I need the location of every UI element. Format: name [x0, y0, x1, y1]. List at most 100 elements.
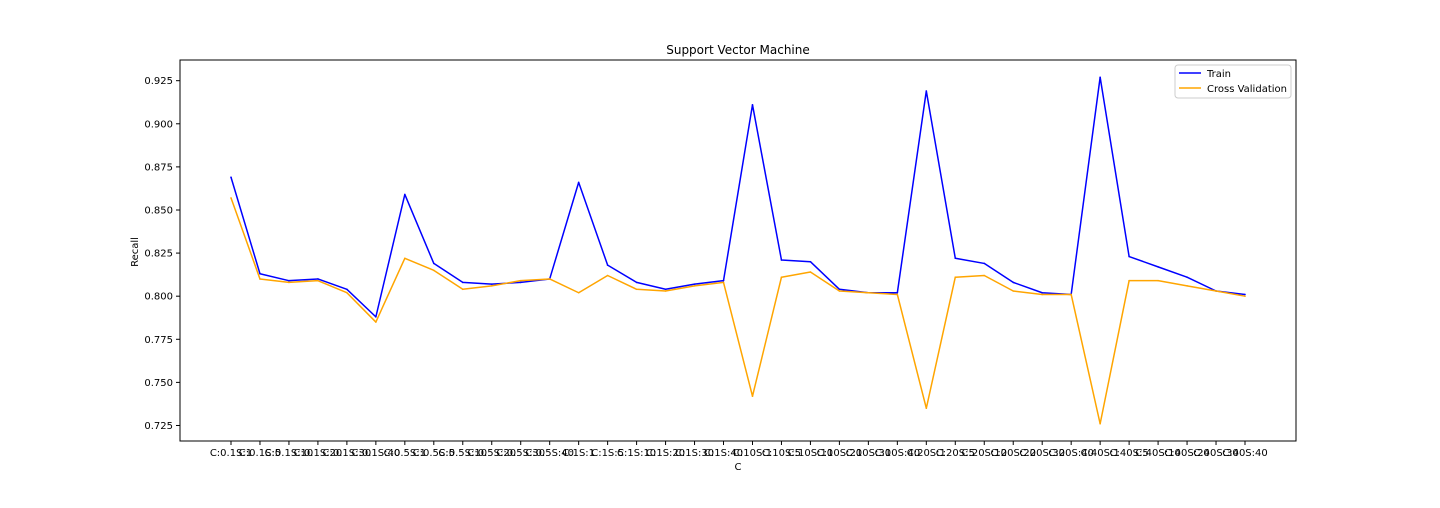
y-tick-label: 0.875 [144, 162, 173, 173]
data-point-train [375, 316, 377, 318]
x-tick-label: C:0.1S:10 [265, 448, 314, 459]
x-tick-label: C:0.5S:40 [525, 448, 574, 459]
data-point-cross-validation [751, 395, 754, 397]
data-point-train [664, 288, 667, 291]
data-point-train [925, 90, 928, 92]
x-tick-label: C:40S:5 [1110, 448, 1149, 459]
x-tick-label: C:20S:10 [961, 448, 1007, 459]
data-point-cross-validation [230, 197, 232, 199]
data-point-train [404, 193, 406, 196]
x-tick-label: C:0.1S:40 [352, 448, 401, 459]
data-point-train [606, 264, 609, 266]
data-point-train [577, 181, 580, 184]
x-tick-label: C:20S:40 [1048, 448, 1094, 459]
x-tick-label: C:1S:1 [562, 448, 595, 459]
series-line-cross-validation [230, 197, 1246, 425]
data-point-train [288, 279, 290, 282]
y-tick-label: 0.725 [144, 421, 173, 432]
data-point-train [1099, 76, 1101, 79]
data-point-cross-validation [259, 278, 261, 280]
data-point-train [635, 281, 638, 284]
series-lines [230, 76, 1246, 425]
x-axis-ticks: C:0.1S:1C:0.1S:5C:0.1S:10C:0.1S:20C:0.1S… [210, 441, 1268, 459]
data-point-cross-validation [606, 274, 609, 277]
x-tick-label: C:40S:40 [1222, 448, 1268, 459]
data-point-cross-validation [346, 291, 348, 294]
data-point-cross-validation [1128, 279, 1130, 282]
data-point-cross-validation [433, 269, 435, 272]
data-point-cross-validation [954, 276, 957, 279]
y-tick-label: 0.900 [144, 119, 173, 130]
legend-label-cross-validation: Cross Validation [1207, 84, 1287, 95]
x-tick-label: C:0.1S:1 [210, 448, 252, 459]
x-tick-label: C:0.1S:30 [323, 448, 372, 459]
x-tick-label: C:0.5S:1 [384, 448, 426, 459]
data-point-train [230, 176, 232, 179]
data-point-cross-validation [722, 281, 725, 284]
data-point-train [751, 104, 754, 106]
data-point-cross-validation [288, 281, 290, 284]
data-point-train [838, 288, 841, 291]
x-tick-label: C:0.5S:5 [413, 448, 455, 459]
data-point-train [954, 257, 957, 260]
x-tick-label: C:1S:40 [704, 448, 743, 459]
data-point-cross-validation [548, 278, 551, 280]
data-point-train [259, 272, 261, 275]
x-tick-label: C:40S:20 [1164, 448, 1210, 459]
data-point-cross-validation [896, 293, 899, 296]
x-tick-label: C:1S:5 [591, 448, 624, 459]
x-tick-label: C:10S:30 [846, 448, 892, 459]
data-point-train [896, 291, 899, 294]
data-point-cross-validation [1215, 290, 1217, 292]
x-tick-label: C:10S:20 [817, 448, 863, 459]
data-point-cross-validation [1244, 295, 1246, 297]
x-tick-label: C:20S:1 [907, 448, 946, 459]
x-tick-label: C:1S:30 [675, 448, 714, 459]
data-point-cross-validation [519, 279, 522, 282]
data-point-train [722, 279, 725, 282]
data-point-train [1041, 291, 1043, 294]
data-point-train [1186, 276, 1188, 279]
x-tick-label: C:0.5S:20 [467, 448, 516, 459]
data-point-train [433, 262, 435, 265]
legend-box [1174, 64, 1292, 99]
data-point-cross-validation [461, 288, 464, 291]
data-point-cross-validation [1070, 293, 1072, 296]
y-axis-ticks: 0.725 0.750 0.775 0.800 0.825 0.850 0.875 0.900… [144, 76, 180, 432]
x-tick-label: C:20S:30 [1019, 448, 1065, 459]
y-tick-label: 0.825 [144, 249, 173, 260]
data-point-train [1012, 281, 1015, 284]
y-tick-label: 0.800 [144, 292, 173, 303]
x-tick-label: C:0.5S:10 [438, 448, 487, 459]
data-point-cross-validation [404, 257, 406, 260]
data-point-cross-validation [375, 321, 377, 323]
y-axis-label: Recall [130, 237, 141, 267]
y-tick-label: 0.850 [144, 205, 173, 216]
plot-area-frame [179, 59, 1297, 442]
y-tick-label: 0.750 [144, 378, 173, 389]
series-line-train [230, 76, 1246, 318]
data-point-train [490, 283, 493, 285]
data-point-cross-validation [635, 288, 638, 291]
x-tick-label: C:0.5S:30 [496, 448, 545, 459]
data-point-train [1128, 255, 1130, 258]
data-point-cross-validation [1012, 290, 1015, 292]
x-tick-label: C:40S:10 [1135, 448, 1181, 459]
data-point-train [809, 260, 812, 263]
x-axis-label: C [735, 462, 742, 473]
data-point-cross-validation [1041, 293, 1043, 296]
data-point-train [983, 262, 986, 265]
data-point-train [1157, 266, 1159, 268]
data-point-cross-validation [490, 285, 493, 287]
y-tick-label: 0.775 [144, 335, 173, 346]
chart-title: Support Vector Machine [666, 43, 810, 57]
data-point-cross-validation [983, 274, 986, 277]
data-point-train [1244, 293, 1246, 296]
x-tick-label: C:20S:5 [936, 448, 975, 459]
data-point-train [519, 281, 522, 284]
legend-label-train: Train [1206, 69, 1231, 80]
data-point-cross-validation [317, 279, 319, 282]
data-point-train [317, 278, 319, 280]
x-tick-label: C:10S:5 [762, 448, 801, 459]
